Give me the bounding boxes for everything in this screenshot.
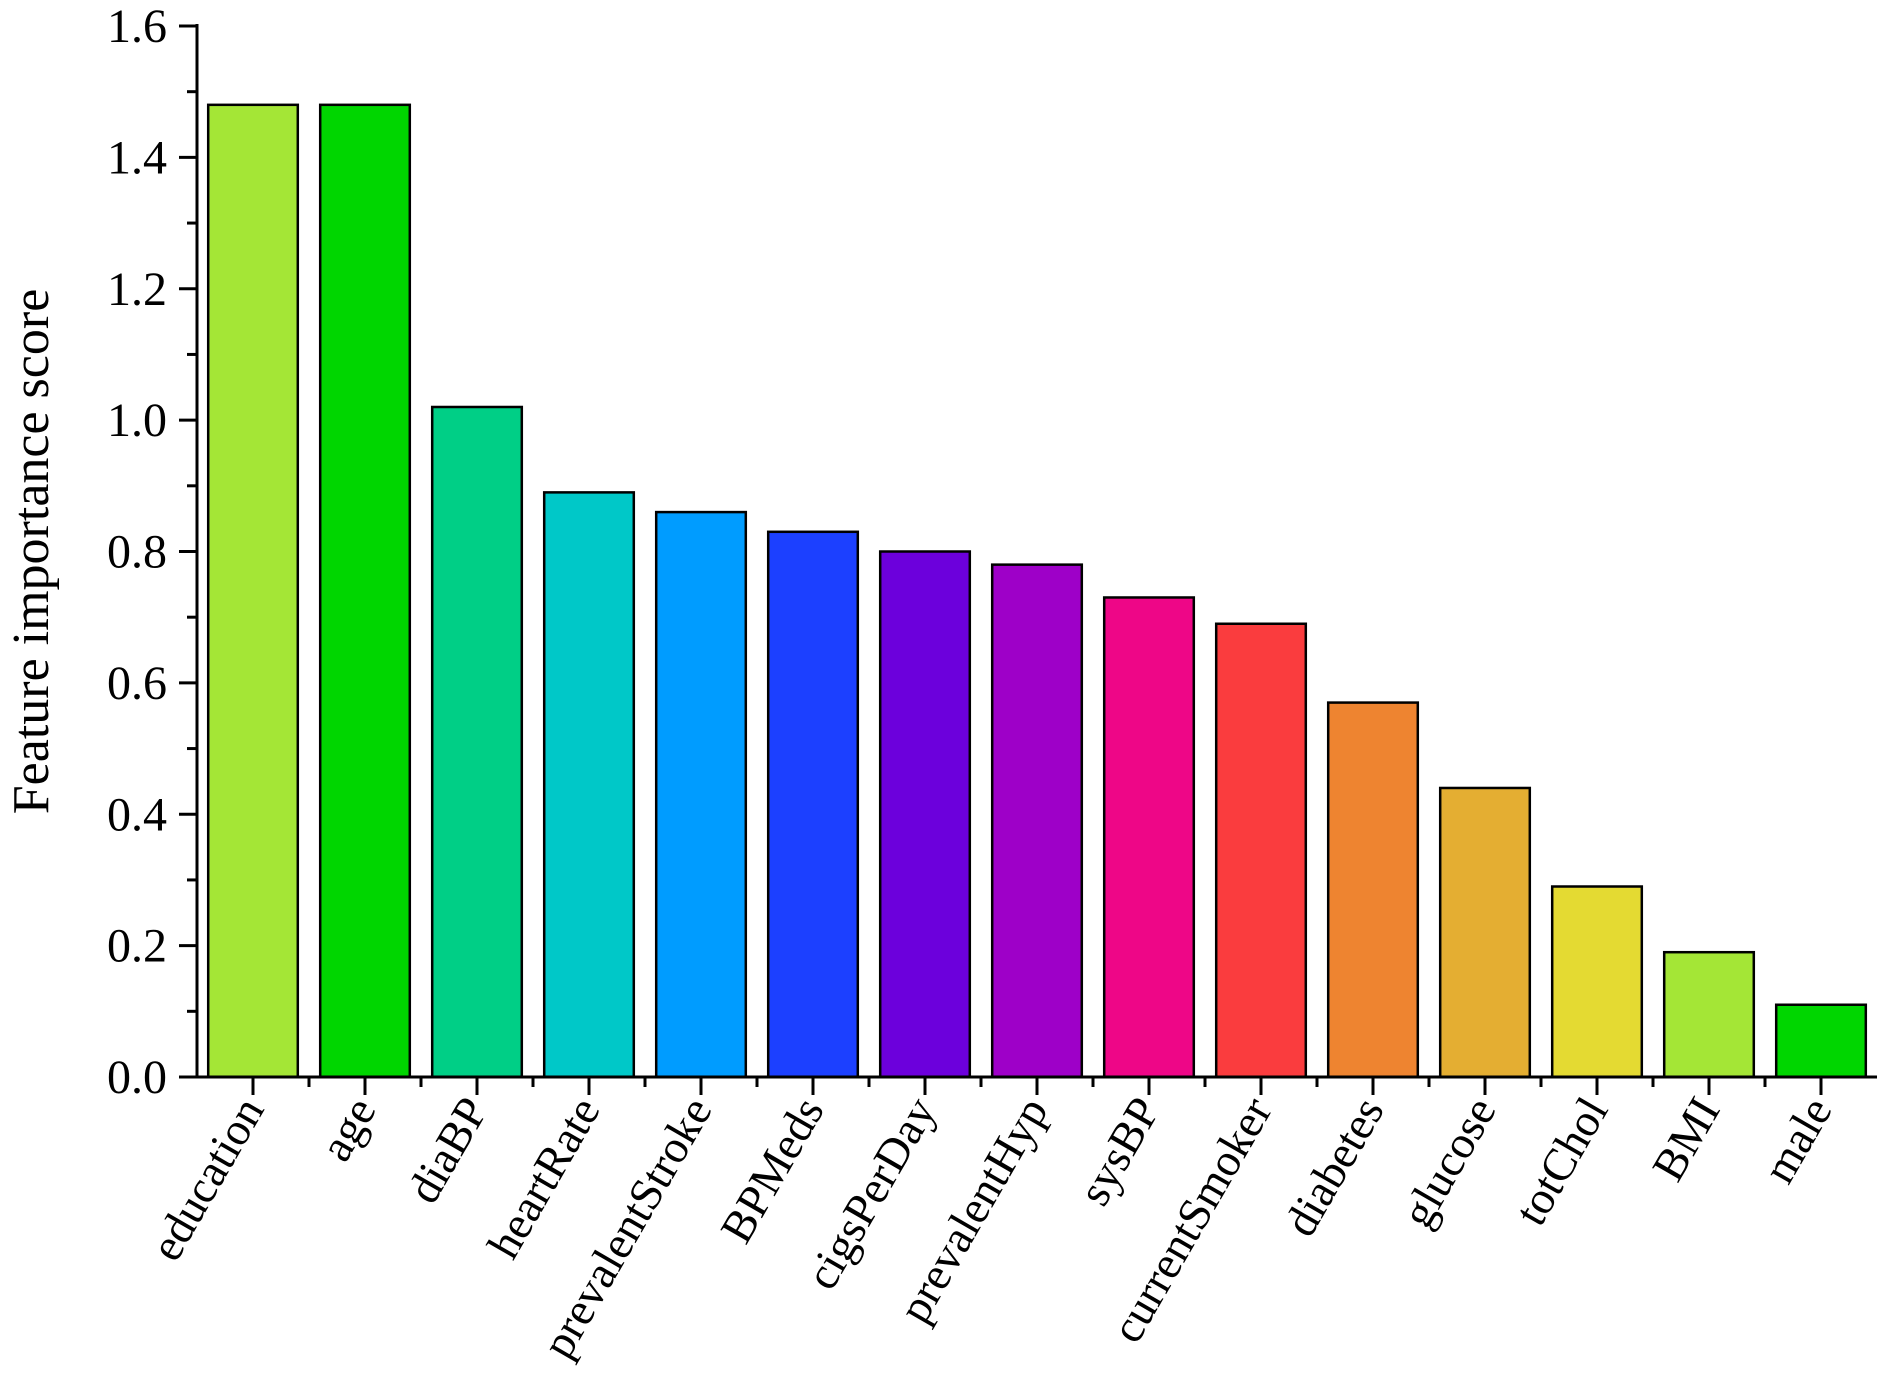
bar-glucose [1438,786,1532,1079]
x-tick-label-BPMeds: BPMeds [710,1089,833,1252]
bar-prevalentHyp [990,563,1084,1079]
x-tick-label-diabetes: diabetes [1274,1089,1394,1245]
x-tick-label-BMI: BMI [1642,1089,1730,1190]
x-tick-label-male: male [1753,1089,1842,1192]
x-ticks: education age diaBPheartRateprevalentStrok… [140,1077,1842,1366]
y-tick-label: 1.0 [107,394,167,447]
bar-male [1774,1003,1868,1079]
y-axis-title: Feature importance score [3,289,60,815]
x-tick-label-diaBP: diaBP [397,1089,497,1212]
y-tick-label: 0.8 [107,526,167,579]
bar-BMI [1662,950,1756,1079]
bar-heartRate [542,491,636,1079]
y-tick-label: 0.6 [107,657,167,710]
bar-BPMeds [766,530,860,1079]
bar-sysBP [1102,596,1196,1079]
y-tick-label: 1.2 [107,263,167,316]
x-tick-label-age: age [310,1089,386,1170]
y-tick-label: 1.6 [107,0,167,53]
bar-currentSmoker [1214,622,1308,1079]
y-tick-label: 0.4 [107,788,167,841]
x-tick-label-totChol: totChol [1504,1089,1617,1234]
x-tick-label-sysBP: sysBP [1068,1089,1170,1214]
bar-cigsPerDay [878,550,972,1079]
bar-age [318,103,412,1079]
y-tick-label: 0.2 [107,920,167,973]
bar-prevalentStroke [654,510,748,1079]
y-tick-label: 0.0 [107,1051,167,1104]
bar-totChol [1550,885,1644,1079]
bar-education [206,103,300,1079]
bars-layer [206,103,1868,1079]
bar-diaBP [430,405,524,1079]
x-tick-label-glucose: glucose [1391,1089,1505,1236]
x-tick-label-education: education [140,1089,274,1269]
bar-diabetes [1326,701,1420,1079]
y-ticks: 0.0 0.2 0.4 0.6 0.8 1.0 1.2 1.4 1.6 [107,0,197,1104]
y-tick-label: 1.4 [107,131,167,184]
